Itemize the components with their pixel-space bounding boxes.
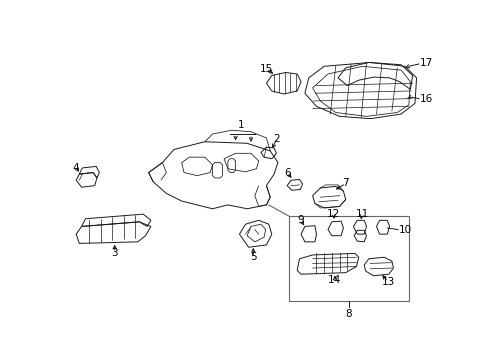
Bar: [289, 216, 408, 301]
Text: 7: 7: [342, 178, 348, 188]
Text: 9: 9: [297, 215, 304, 225]
Text: 3: 3: [111, 248, 118, 258]
Text: 6: 6: [284, 167, 290, 177]
Text: 2: 2: [272, 134, 279, 144]
Text: 16: 16: [419, 94, 432, 104]
Text: 15: 15: [259, 64, 272, 73]
Text: 12: 12: [326, 209, 339, 219]
Text: 10: 10: [398, 225, 411, 235]
Text: 5: 5: [249, 252, 256, 262]
Text: 4: 4: [73, 163, 80, 173]
Text: 8: 8: [345, 309, 351, 319]
Text: 13: 13: [381, 277, 394, 287]
Text: 1: 1: [237, 120, 244, 130]
Text: 11: 11: [355, 209, 368, 219]
Text: 14: 14: [327, 275, 341, 285]
Text: 17: 17: [419, 58, 432, 68]
